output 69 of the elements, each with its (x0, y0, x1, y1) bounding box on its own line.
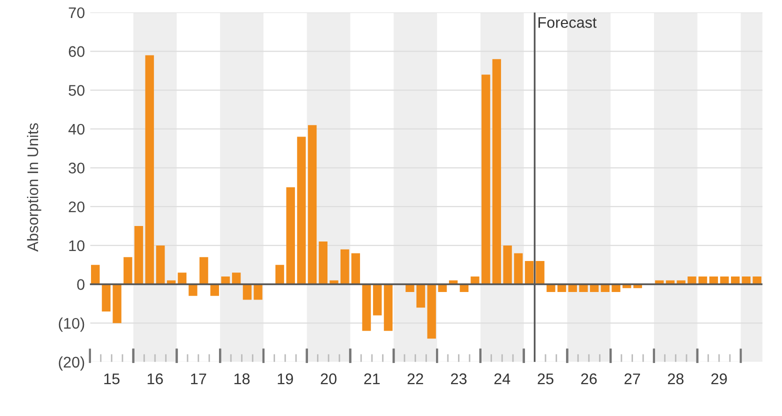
bar (384, 284, 393, 331)
bar (145, 55, 154, 284)
bar (546, 284, 556, 292)
bar (503, 245, 512, 284)
x-tick-label: 28 (668, 373, 684, 384)
bar (406, 284, 414, 292)
y-tick-label: 50 (68, 85, 84, 96)
bar (188, 284, 198, 296)
bar (752, 276, 762, 284)
bar (351, 253, 360, 284)
x-tick-label: 25 (538, 373, 554, 384)
x-tick-label: 18 (234, 373, 250, 384)
bar (297, 136, 306, 284)
bar (688, 276, 696, 284)
y-tick-label: 10 (69, 240, 84, 252)
bar (427, 284, 436, 339)
bar (340, 249, 350, 284)
y-tick-label: (20) (58, 356, 84, 371)
bar (318, 242, 328, 284)
bar (579, 284, 588, 292)
bar (536, 260, 544, 284)
x-tick-label: 22 (408, 373, 424, 384)
y-tick-label: 40 (68, 124, 84, 135)
bar (232, 272, 241, 284)
bar (254, 284, 262, 300)
bar (178, 272, 186, 284)
bar (720, 276, 729, 284)
x-tick-label: 23 (451, 373, 467, 384)
bar (91, 264, 100, 284)
bar (242, 284, 252, 300)
y-tick-label: 60 (68, 46, 84, 57)
bar (221, 276, 230, 284)
bar (514, 253, 523, 284)
x-tick-label: 19 (278, 373, 293, 384)
bar (362, 284, 371, 331)
bar (308, 125, 317, 284)
x-tick-label: 27 (624, 373, 640, 384)
bar (482, 74, 490, 284)
bar (275, 264, 284, 284)
x-tick-label: 17 (191, 374, 206, 384)
bar (286, 187, 295, 284)
bar (470, 276, 480, 284)
y-tick-label: 30 (68, 162, 84, 174)
bar (524, 260, 534, 284)
bar (124, 257, 132, 284)
x-tick-label: 21 (364, 373, 380, 384)
bar (492, 59, 502, 284)
ref-line-label: Forecast (538, 17, 597, 28)
bar (416, 284, 426, 308)
y-tick-label: 0 (77, 279, 84, 290)
bar (199, 257, 208, 284)
bar (112, 284, 122, 324)
bar (612, 284, 620, 292)
y-tick-label: (10) (58, 318, 84, 332)
bar (373, 284, 382, 316)
x-tick-label: 15 (104, 374, 120, 384)
bar (134, 226, 144, 284)
y-tick-label: 70 (68, 7, 84, 18)
bar (210, 284, 220, 296)
bar (156, 245, 165, 284)
x-tick-label: 26 (581, 373, 597, 384)
x-tick-label: 16 (148, 373, 163, 384)
x-tick-label: 29 (711, 373, 727, 384)
y-tick-label: 20 (68, 201, 84, 212)
y-axis-title: Absorption In Units (26, 123, 42, 252)
bar (102, 284, 111, 312)
bar (438, 284, 447, 292)
x-tick-label: 24 (494, 373, 510, 384)
x-tick-label: 20 (320, 373, 336, 384)
